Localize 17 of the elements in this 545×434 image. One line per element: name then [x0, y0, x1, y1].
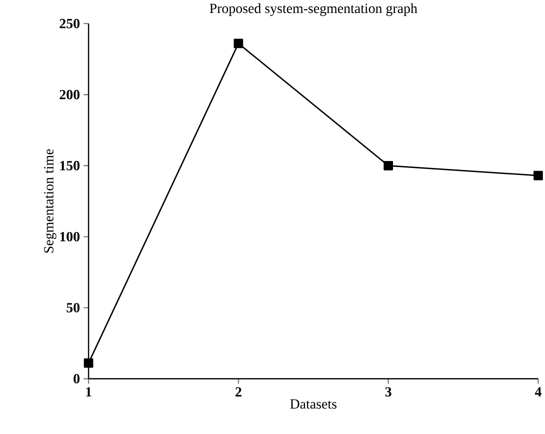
point: [234, 38, 244, 48]
point: [384, 160, 393, 170]
y-tick-label: 200: [60, 90, 80, 100]
x-tick-label: 1: [86, 386, 92, 396]
x-tick-label: 2: [236, 387, 242, 396]
y-tick-label: 0: [74, 374, 80, 384]
y-tick-label: 50: [66, 302, 80, 312]
y-tick-label: 150: [60, 160, 80, 170]
y-tick-label: 250: [60, 18, 80, 28]
x-axis-title: Datasets: [290, 399, 336, 408]
x-tick-label: 4: [534, 386, 542, 396]
x-tick-label: 3: [385, 387, 392, 396]
y-axis-title: Segmentation time: [44, 148, 56, 252]
point: [84, 358, 94, 368]
point: [534, 170, 543, 180]
y-tick-label: 100: [60, 232, 80, 242]
chart-title: Proposed system-segmentation graph: [210, 3, 418, 16]
